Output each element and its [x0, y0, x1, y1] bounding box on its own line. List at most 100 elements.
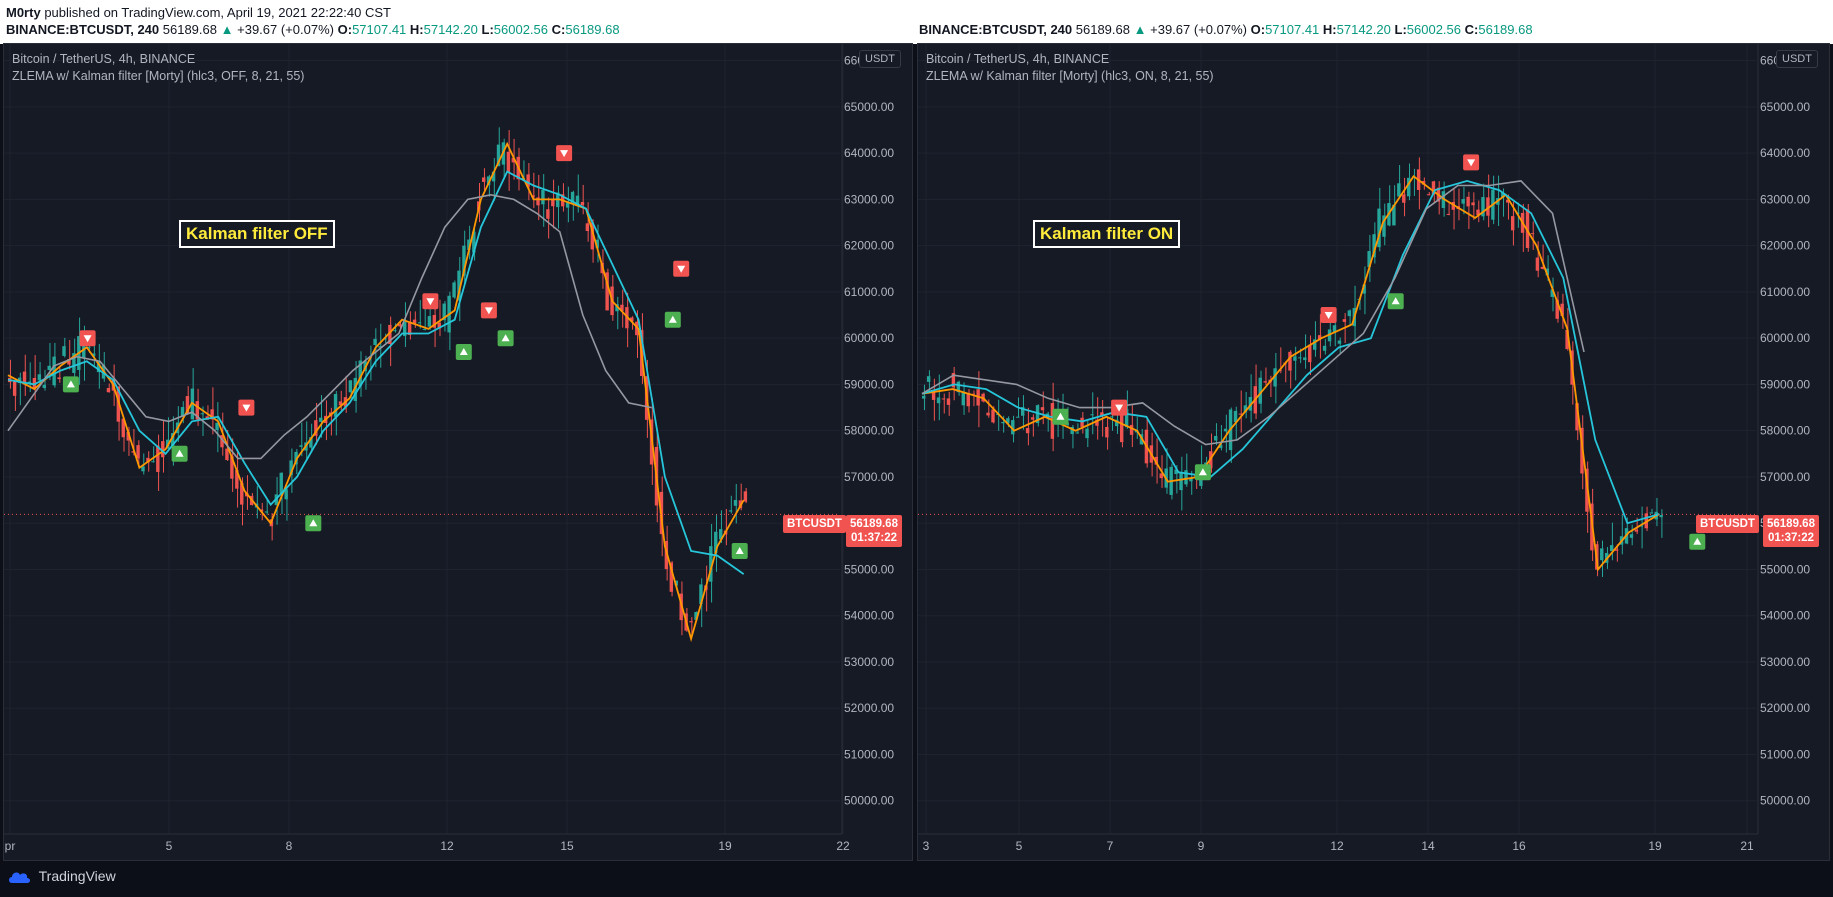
candle-body	[1243, 405, 1248, 413]
candle-body	[1080, 417, 1084, 427]
candle-body	[215, 422, 219, 430]
candle-body	[141, 466, 145, 472]
price-symbol-tag: BTCUSDT	[1696, 515, 1759, 533]
candle-body	[1332, 325, 1337, 333]
open-value: 57107.41	[352, 22, 407, 37]
y-tick-label: 50000.00	[844, 794, 894, 808]
legend-line-left: BINANCE:BTCUSDT, 240 56189.68 ▲ +39.67 (…	[6, 22, 620, 37]
x-tick-label: 3	[923, 839, 930, 853]
candle-body	[146, 457, 150, 463]
candle-body	[37, 374, 42, 381]
candle-body	[1179, 472, 1183, 491]
candle-body	[1575, 403, 1579, 431]
price-change: +39.67 (+0.07%)	[1150, 22, 1247, 37]
candle-body	[1530, 233, 1535, 235]
buy-signal-marker	[1194, 464, 1211, 481]
candle-body	[1016, 416, 1020, 418]
candle-body	[1649, 512, 1653, 514]
buy-signal-marker	[305, 515, 322, 532]
sell-signal-marker	[79, 330, 96, 347]
slow-zlema-line	[921, 180, 1585, 446]
candle-body	[1204, 462, 1208, 465]
low-value: 56002.56	[1406, 22, 1462, 37]
currency-badge[interactable]: USDT	[1776, 50, 1818, 68]
candle-body	[941, 398, 946, 400]
indicator-title[interactable]: ZLEMA w/ Kalman filter [Morty] (hlc3, OF…	[12, 69, 305, 83]
candle-body	[709, 546, 713, 582]
candle-body	[161, 441, 165, 458]
y-tick-label: 59000.00	[1760, 377, 1810, 391]
candle-body	[1124, 408, 1129, 428]
symbol-label: BINANCE:BTCUSDT, 240	[6, 22, 160, 37]
candle-body	[1506, 199, 1510, 203]
candle-body	[1115, 419, 1119, 427]
currency-badge[interactable]: USDT	[859, 50, 901, 68]
candle-body	[570, 191, 575, 203]
y-tick-label: 64000.00	[1760, 146, 1810, 160]
chart-panel-kalman-off[interactable]: 50000.00 51000.00 52000.00 53000.00 54000.00…	[3, 43, 913, 861]
candle-body	[694, 612, 698, 620]
triangle-up-icon	[309, 519, 318, 527]
candle-body	[22, 371, 27, 385]
y-tick-label: 54000.00	[1760, 609, 1810, 623]
candlestick-chart[interactable]: 50000.00 51000.00 52000.00 53000.00 54000.00…	[4, 44, 912, 860]
candle-body	[467, 239, 471, 250]
author-name[interactable]: M0rty	[6, 5, 41, 20]
buy-signal-marker	[1689, 533, 1706, 550]
indicator-title[interactable]: ZLEMA w/ Kalman filter [Morty] (hlc3, ON…	[926, 69, 1214, 83]
cloud-logo-icon	[9, 872, 30, 884]
candle-body	[1501, 192, 1505, 198]
y-tick-label: 65000.00	[1760, 100, 1810, 114]
candle-body	[358, 360, 362, 386]
candle-body	[1629, 534, 1634, 538]
triangle-down-icon	[677, 265, 686, 273]
sell-signal-marker	[1320, 307, 1337, 323]
y-tick-label: 57000.00	[1760, 470, 1810, 484]
candle-body	[393, 330, 397, 332]
candle-body	[373, 338, 377, 345]
candle-body	[1644, 513, 1649, 529]
candle-body	[551, 199, 555, 207]
candle-body	[86, 346, 91, 349]
triangle-up-icon	[175, 449, 184, 457]
candle-body	[314, 420, 318, 436]
candle-body	[1407, 177, 1411, 197]
candle-body	[131, 451, 135, 453]
triangle-up-icon	[459, 348, 468, 355]
candle-body	[674, 580, 678, 586]
candle-body	[531, 195, 535, 198]
candle-body	[319, 417, 323, 422]
triangle-up-icon	[668, 315, 677, 323]
buy-signal-marker	[1387, 293, 1404, 310]
candle-body	[936, 397, 941, 404]
candle-body	[1184, 470, 1188, 485]
candle-body	[462, 245, 466, 276]
candle-body	[1288, 351, 1292, 371]
chart-title: Bitcoin / TetherUS, 4h, BINANCE	[926, 52, 1110, 66]
candle-body	[1342, 319, 1347, 322]
buy-signal-marker	[171, 445, 188, 462]
tradingview-logo[interactable]: TradingView	[8, 868, 116, 884]
candle-body	[472, 231, 476, 253]
candle-body	[1614, 549, 1619, 551]
candle-body	[1223, 428, 1228, 432]
candle-body	[1476, 209, 1480, 216]
chart-panel-kalman-on[interactable]: 50000.00 51000.00 52000.00 53000.00 54000.00…	[917, 43, 1830, 861]
candle-body	[1312, 339, 1317, 350]
candle-body	[1070, 426, 1074, 435]
candle-body	[991, 409, 995, 423]
publish-line: M0rty published on TradingView.com, Apri…	[6, 5, 391, 20]
candle-body	[1382, 215, 1386, 237]
candle-body	[1466, 196, 1470, 207]
y-tick-label: 54000.00	[844, 609, 894, 623]
y-tick-label: 60000.00	[1760, 331, 1810, 345]
candlestick-chart[interactable]: 50000.00 51000.00 52000.00 53000.00 54000.00…	[918, 44, 1829, 860]
candle-body	[136, 445, 140, 459]
candle-body	[1095, 419, 1099, 426]
candle-body	[1540, 266, 1545, 269]
candle-body	[1367, 251, 1371, 268]
sell-signal-marker	[480, 302, 497, 319]
candle-body	[926, 376, 931, 382]
candle-body	[1105, 426, 1109, 438]
candle-body	[733, 499, 738, 506]
